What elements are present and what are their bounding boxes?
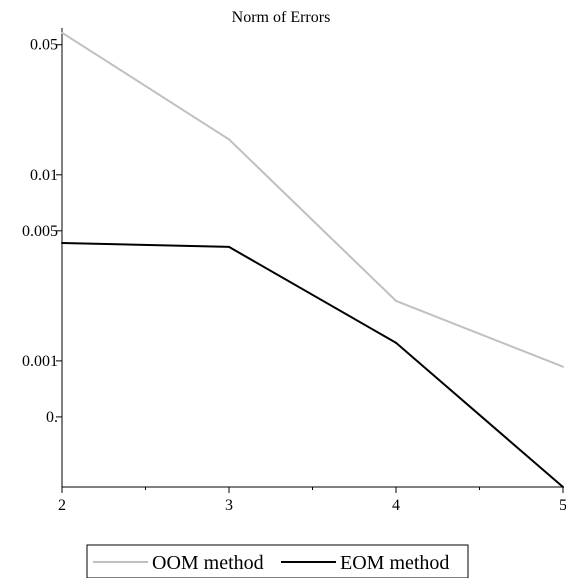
y-tick-label: 0.005 bbox=[22, 223, 58, 240]
legend-label-eom: EOM method bbox=[340, 552, 449, 574]
y-tick-label: 0. bbox=[46, 409, 58, 426]
series-line-oom bbox=[62, 33, 563, 367]
series-line-eom bbox=[62, 243, 563, 487]
x-tick-label: 2 bbox=[58, 497, 66, 514]
data-point bbox=[228, 138, 230, 140]
y-tick-label: 0.01 bbox=[30, 167, 58, 184]
legend-label-oom: OOM method bbox=[152, 552, 264, 574]
data-point bbox=[395, 342, 397, 344]
chart-title: Norm of Errors bbox=[232, 9, 331, 26]
x-axis-ticks: 2 3 4 5 bbox=[58, 487, 566, 514]
x-tick-label: 5 bbox=[559, 497, 566, 514]
data-point bbox=[61, 242, 63, 244]
y-axis-ticks: 0.05 0.01 0.005 0.001 0. bbox=[22, 37, 62, 426]
x-tick-label: 4 bbox=[392, 497, 400, 514]
y-tick-label: 0.05 bbox=[30, 37, 58, 54]
data-point bbox=[562, 366, 564, 368]
data-point bbox=[61, 32, 63, 34]
series-layer bbox=[61, 32, 564, 488]
data-point bbox=[562, 486, 564, 488]
x-tick-label: 3 bbox=[225, 497, 233, 514]
data-point bbox=[228, 246, 230, 248]
y-tick-label: 0.001 bbox=[22, 353, 58, 370]
data-point bbox=[395, 300, 397, 302]
legend: OOM method EOM method bbox=[87, 545, 468, 578]
